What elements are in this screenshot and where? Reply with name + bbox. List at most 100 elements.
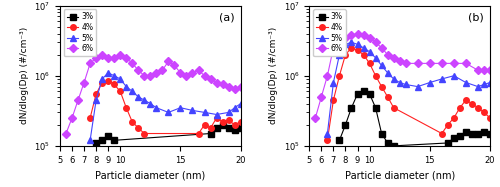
6% [214, 81, 220, 84]
6% [475, 69, 481, 71]
4% [202, 124, 207, 126]
6% [463, 62, 469, 65]
3% [378, 132, 384, 135]
5% [166, 111, 172, 114]
4% [360, 53, 366, 56]
6% [390, 57, 396, 59]
6% [81, 81, 87, 84]
4% [475, 107, 481, 109]
4% [372, 75, 378, 77]
5% [463, 81, 469, 84]
Line: 5%: 5% [88, 70, 244, 143]
4% [238, 121, 244, 123]
X-axis label: Particle diameter (nm): Particle diameter (nm) [344, 170, 455, 180]
5% [330, 81, 336, 84]
6% [142, 75, 148, 77]
3% [226, 127, 232, 129]
5% [378, 64, 384, 67]
5% [99, 78, 105, 80]
6% [336, 36, 342, 39]
4% [469, 102, 475, 105]
3% [111, 139, 117, 141]
3% [451, 137, 457, 139]
4% [99, 81, 105, 84]
3% [336, 139, 342, 141]
5% [148, 102, 154, 105]
6% [111, 57, 117, 59]
3% [390, 145, 396, 147]
4% [142, 132, 148, 135]
4% [117, 90, 123, 92]
6% [117, 53, 123, 56]
4% [123, 107, 129, 109]
5% [105, 72, 111, 74]
4% [330, 99, 336, 101]
3% [372, 107, 378, 109]
4% [354, 49, 360, 51]
6% [160, 69, 166, 71]
6% [196, 69, 202, 71]
5% [93, 99, 99, 101]
5% [190, 109, 196, 112]
6% [360, 34, 366, 36]
6% [451, 62, 457, 65]
6% [384, 53, 390, 56]
X-axis label: Particle diameter (nm): Particle diameter (nm) [95, 170, 206, 180]
3% [93, 142, 99, 144]
6% [402, 62, 408, 65]
4% [463, 99, 469, 101]
6% [342, 36, 348, 39]
6% [348, 34, 354, 36]
6% [366, 36, 372, 39]
5% [427, 81, 433, 84]
5% [123, 85, 129, 88]
6% [105, 57, 111, 59]
5% [142, 99, 148, 101]
6% [439, 62, 445, 65]
4% [366, 62, 372, 65]
6% [427, 62, 433, 65]
5% [178, 107, 184, 109]
6% [190, 72, 196, 74]
6% [481, 69, 487, 71]
6% [87, 62, 93, 65]
3% [354, 93, 360, 95]
6% [487, 69, 493, 71]
3% [220, 124, 226, 126]
6% [178, 72, 184, 74]
4% [348, 47, 354, 49]
4% [481, 111, 487, 114]
3% [105, 134, 111, 137]
6% [208, 78, 214, 80]
5% [348, 41, 354, 43]
3% [481, 130, 487, 133]
3% [487, 132, 493, 135]
6% [378, 47, 384, 49]
6% [354, 32, 360, 35]
6% [184, 75, 190, 77]
4% [232, 124, 237, 126]
4% [451, 117, 457, 119]
4% [384, 96, 390, 98]
Line: 6%: 6% [63, 52, 244, 136]
3% [232, 129, 237, 131]
Legend: 3%, 4%, 5%, 6%: 3%, 4%, 5%, 6% [313, 9, 346, 56]
3% [99, 139, 105, 141]
5% [402, 83, 408, 86]
6% [172, 64, 177, 67]
Line: 3%: 3% [94, 122, 244, 146]
5% [324, 132, 330, 135]
4% [342, 53, 348, 56]
4% [93, 93, 99, 95]
5% [226, 111, 232, 114]
4% [87, 117, 93, 119]
6% [318, 96, 324, 98]
Y-axis label: dN/dlog(Dp) (#/cm⁻³): dN/dlog(Dp) (#/cm⁻³) [269, 27, 278, 124]
5% [475, 85, 481, 88]
3% [445, 142, 451, 144]
6% [148, 75, 154, 77]
5% [384, 72, 390, 74]
Line: 4%: 4% [88, 78, 244, 136]
5% [487, 81, 493, 84]
4% [226, 119, 232, 122]
